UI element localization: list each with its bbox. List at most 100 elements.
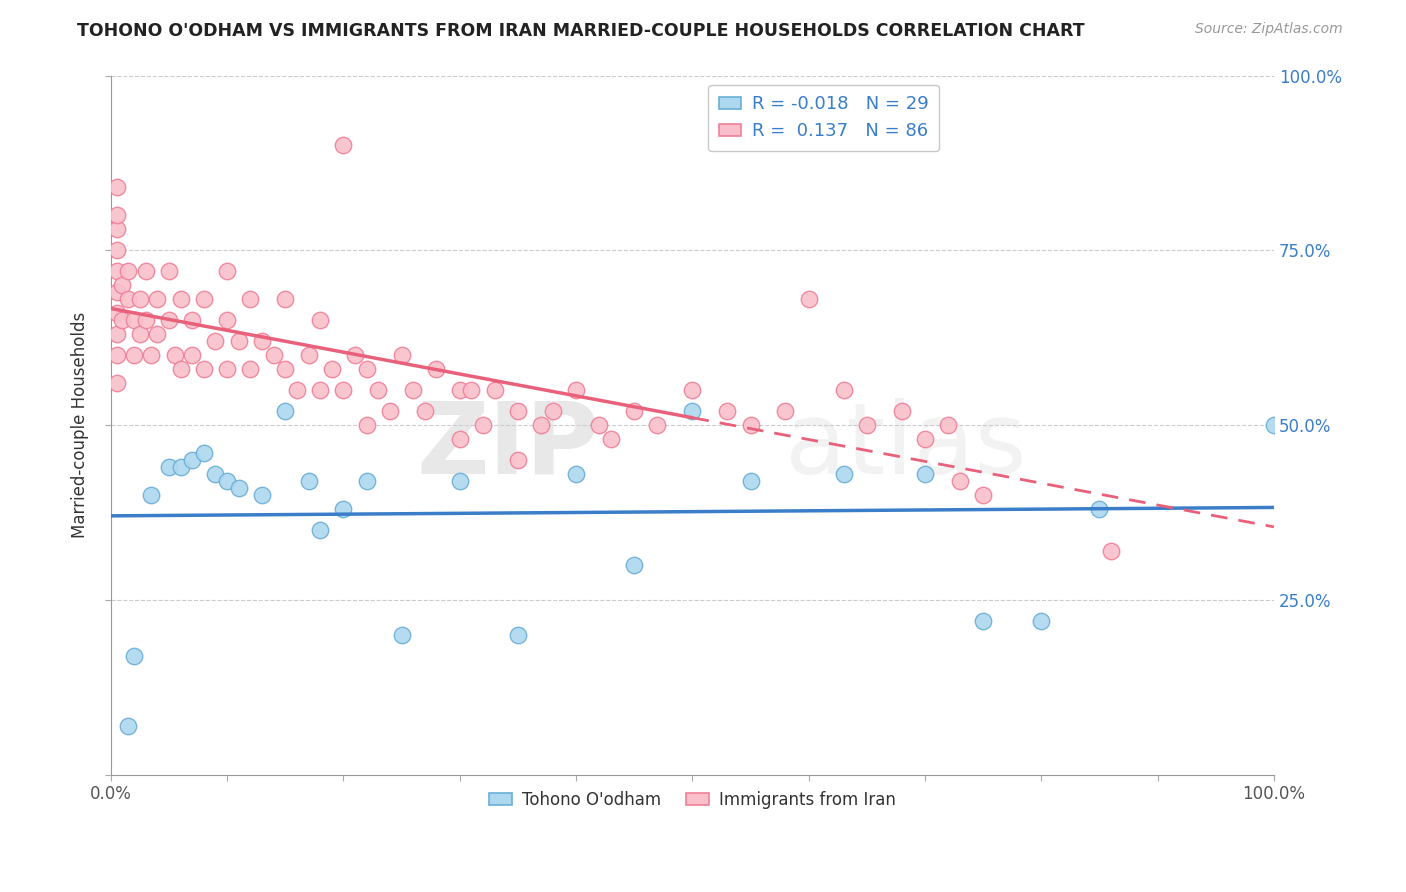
Point bbox=[740, 418, 762, 433]
Point bbox=[565, 383, 588, 397]
Point bbox=[163, 348, 186, 362]
Point bbox=[117, 719, 139, 733]
Point bbox=[297, 474, 319, 488]
Point bbox=[105, 264, 128, 278]
Point bbox=[146, 327, 169, 342]
Point bbox=[832, 467, 855, 482]
Point bbox=[239, 362, 262, 376]
Point bbox=[600, 432, 623, 446]
Point bbox=[193, 446, 215, 460]
Point bbox=[565, 467, 588, 482]
Point bbox=[239, 293, 262, 307]
Point bbox=[797, 293, 820, 307]
Point bbox=[391, 348, 413, 362]
Text: Source: ZipAtlas.com: Source: ZipAtlas.com bbox=[1195, 22, 1343, 37]
Point bbox=[193, 293, 215, 307]
Point bbox=[128, 293, 150, 307]
Point bbox=[105, 306, 128, 320]
Point bbox=[936, 418, 959, 433]
Point bbox=[105, 180, 128, 194]
Point bbox=[356, 418, 378, 433]
Y-axis label: Married-couple Households: Married-couple Households bbox=[72, 312, 89, 538]
Point bbox=[309, 523, 332, 537]
Point bbox=[378, 404, 401, 418]
Point bbox=[506, 404, 529, 418]
Point bbox=[402, 383, 425, 397]
Point bbox=[111, 278, 134, 293]
Point bbox=[181, 348, 204, 362]
Point bbox=[285, 383, 308, 397]
Point bbox=[1031, 614, 1053, 628]
Point bbox=[204, 334, 226, 349]
Point bbox=[128, 327, 150, 342]
Text: ZIP: ZIP bbox=[416, 398, 599, 495]
Point bbox=[413, 404, 436, 418]
Point bbox=[217, 362, 239, 376]
Point bbox=[356, 362, 378, 376]
Point bbox=[321, 362, 343, 376]
Point bbox=[111, 313, 134, 327]
Point bbox=[105, 285, 128, 300]
Point bbox=[449, 383, 471, 397]
Point bbox=[105, 222, 128, 236]
Point bbox=[204, 467, 226, 482]
Point bbox=[169, 460, 191, 475]
Point bbox=[832, 383, 855, 397]
Point bbox=[157, 264, 180, 278]
Point bbox=[105, 327, 128, 342]
Point bbox=[856, 418, 879, 433]
Point bbox=[274, 362, 297, 376]
Point bbox=[530, 418, 553, 433]
Point bbox=[332, 383, 354, 397]
Point bbox=[122, 648, 145, 663]
Point bbox=[217, 264, 239, 278]
Point bbox=[623, 558, 645, 572]
Point bbox=[157, 313, 180, 327]
Point bbox=[250, 488, 273, 502]
Point bbox=[169, 362, 191, 376]
Point bbox=[449, 432, 471, 446]
Point bbox=[647, 418, 669, 433]
Point bbox=[1088, 502, 1111, 516]
Point bbox=[250, 334, 273, 349]
Point bbox=[228, 334, 250, 349]
Point bbox=[914, 432, 936, 446]
Point bbox=[193, 362, 215, 376]
Point bbox=[972, 614, 994, 628]
Point bbox=[681, 383, 703, 397]
Point bbox=[274, 293, 297, 307]
Point bbox=[367, 383, 389, 397]
Point bbox=[274, 404, 297, 418]
Point bbox=[181, 453, 204, 467]
Point bbox=[541, 404, 564, 418]
Point bbox=[1263, 418, 1285, 433]
Point bbox=[972, 488, 994, 502]
Point bbox=[740, 474, 762, 488]
Point bbox=[263, 348, 285, 362]
Point bbox=[506, 453, 529, 467]
Legend: Tohono O'odham, Immigrants from Iran: Tohono O'odham, Immigrants from Iran bbox=[482, 784, 903, 815]
Point bbox=[105, 348, 128, 362]
Point bbox=[623, 404, 645, 418]
Point bbox=[309, 313, 332, 327]
Point bbox=[332, 502, 354, 516]
Point bbox=[344, 348, 367, 362]
Point bbox=[169, 293, 191, 307]
Point bbox=[105, 376, 128, 391]
Point bbox=[775, 404, 797, 418]
Point bbox=[122, 348, 145, 362]
Text: atlas: atlas bbox=[786, 398, 1026, 495]
Point bbox=[332, 138, 354, 153]
Point bbox=[146, 293, 169, 307]
Point bbox=[105, 244, 128, 258]
Point bbox=[1099, 544, 1122, 558]
Point bbox=[181, 313, 204, 327]
Point bbox=[425, 362, 447, 376]
Point bbox=[141, 488, 163, 502]
Point bbox=[141, 348, 163, 362]
Point bbox=[117, 293, 139, 307]
Point bbox=[391, 628, 413, 642]
Point bbox=[472, 418, 495, 433]
Point bbox=[484, 383, 506, 397]
Point bbox=[588, 418, 610, 433]
